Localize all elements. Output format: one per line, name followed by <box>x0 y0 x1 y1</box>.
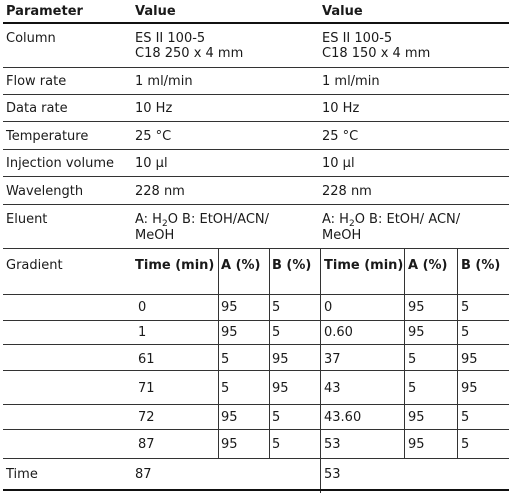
row-label-injection-volume: Injection volume <box>6 156 115 171</box>
row-divider <box>3 294 509 295</box>
gradient-header-time-2: Time (min) <box>324 258 404 273</box>
gradient-cell: 95 <box>408 410 425 425</box>
gradient-cell: 95 <box>221 410 238 425</box>
row-label-time: Time <box>6 467 38 482</box>
gradient-cell: 5 <box>272 437 281 452</box>
injection-volume-value-1: 10 µl <box>135 156 168 171</box>
time-value-1: 87 <box>135 467 152 482</box>
eluent-value-2-line1: A: H2O B: EtOH/ ACN/ <box>322 212 461 229</box>
table-bottom-border <box>3 489 509 491</box>
gradient-cell: 5 <box>461 410 470 425</box>
time-value-2: 53 <box>324 467 341 482</box>
row-label-wavelength: Wavelength <box>6 184 84 199</box>
gradient-cell: 0 <box>324 300 333 315</box>
header-parameter: Parameter <box>6 4 83 19</box>
data-rate-value-2: 10 Hz <box>322 101 360 116</box>
gradient-cell: 71 <box>138 381 155 396</box>
gradient-cell: 43 <box>324 381 341 396</box>
gradient-cell: 61 <box>138 352 155 367</box>
row-label-eluent: Eluent <box>6 212 48 227</box>
gradient-cell: 95 <box>408 437 425 452</box>
eluent-value-1-line2: MeOH <box>135 228 175 243</box>
row-divider <box>3 429 509 430</box>
grid-line <box>218 249 219 459</box>
row-divider <box>3 121 509 122</box>
temperature-value-2: 25 °C <box>322 129 359 144</box>
gradient-cell: 95 <box>221 437 238 452</box>
row-divider <box>3 344 509 345</box>
row-divider <box>3 67 509 68</box>
temperature-value-1: 25 °C <box>135 129 172 144</box>
gradient-cell: 37 <box>324 352 341 367</box>
column-value-1-line2: C18 250 x 4 mm <box>135 46 244 61</box>
grid-line <box>404 249 405 459</box>
gradient-cell: 95 <box>408 300 425 315</box>
row-divider <box>3 248 509 249</box>
gradient-cell: 53 <box>324 437 341 452</box>
grid-line <box>457 249 458 459</box>
gradient-cell: 95 <box>461 352 478 367</box>
gradient-cell: 5 <box>272 325 281 340</box>
gradient-header-a-1: A (%) <box>221 258 261 273</box>
row-label-temperature: Temperature <box>6 129 89 144</box>
gradient-cell: 5 <box>461 437 470 452</box>
row-divider <box>3 404 509 405</box>
header-divider <box>3 22 509 24</box>
gradient-cell: 5 <box>461 300 470 315</box>
column-value-2-line2: C18 150 x 4 mm <box>322 46 431 61</box>
gradient-cell: 5 <box>408 352 417 367</box>
gradient-cell: 0.60 <box>324 325 353 340</box>
gradient-cell: 1 <box>138 325 147 340</box>
row-divider <box>3 204 509 205</box>
gradient-cell: 95 <box>461 381 478 396</box>
wavelength-value-1: 228 nm <box>135 184 185 199</box>
gradient-cell: 5 <box>272 300 281 315</box>
gradient-header-a-2: A (%) <box>408 258 448 273</box>
gradient-cell: 87 <box>138 437 155 452</box>
gradient-cell: 95 <box>221 300 238 315</box>
gradient-cell: 95 <box>272 381 289 396</box>
gradient-cell: 5 <box>408 381 417 396</box>
gradient-cell: 95 <box>408 325 425 340</box>
row-divider <box>3 94 509 95</box>
gradient-cell: 72 <box>138 410 155 425</box>
header-value-2: Value <box>322 4 363 19</box>
row-label-data-rate: Data rate <box>6 101 68 116</box>
flow-rate-value-2: 1 ml/min <box>322 74 380 89</box>
flow-rate-value-1: 1 ml/min <box>135 74 193 89</box>
gradient-header-b-2: B (%) <box>461 258 501 273</box>
gradient-cell: 0 <box>138 300 147 315</box>
data-rate-value-1: 10 Hz <box>135 101 173 116</box>
row-label-gradient: Gradient <box>6 258 63 273</box>
row-divider <box>3 320 509 321</box>
row-divider <box>3 370 509 371</box>
gradient-cell: 5 <box>221 381 230 396</box>
header-value-1: Value <box>135 4 176 19</box>
gradient-cell: 43.60 <box>324 410 362 425</box>
grid-line <box>320 249 321 493</box>
row-label-flow-rate: Flow rate <box>6 74 67 89</box>
column-value-1-line1: ES II 100-5 <box>135 31 206 46</box>
row-divider <box>3 458 509 459</box>
row-divider <box>3 149 509 150</box>
wavelength-value-2: 228 nm <box>322 184 372 199</box>
column-value-2-line1: ES II 100-5 <box>322 31 393 46</box>
gradient-header-time-1: Time (min) <box>135 258 215 273</box>
gradient-cell: 5 <box>221 352 230 367</box>
grid-line <box>269 249 270 459</box>
eluent-value-2-line2: MeOH <box>322 228 362 243</box>
gradient-cell: 95 <box>272 352 289 367</box>
row-divider <box>3 176 509 177</box>
gradient-cell: 5 <box>461 325 470 340</box>
row-label-column: Column <box>6 31 56 46</box>
eluent-value-1-line1: A: H2O B: EtOH/ACN/ <box>135 212 270 229</box>
gradient-header-b-1: B (%) <box>272 258 312 273</box>
gradient-cell: 5 <box>272 410 281 425</box>
injection-volume-value-2: 10 µl <box>322 156 355 171</box>
gradient-cell: 95 <box>221 325 238 340</box>
